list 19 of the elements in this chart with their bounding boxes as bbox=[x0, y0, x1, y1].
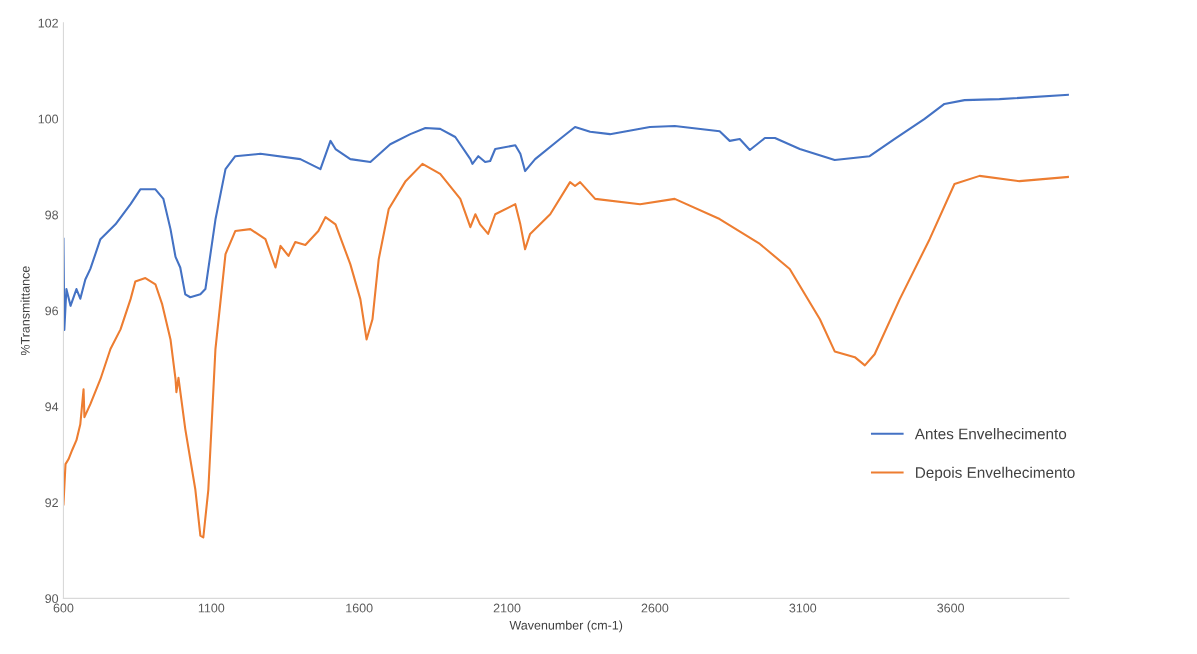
y-tick-label: 102 bbox=[38, 18, 58, 28]
x-tick-label: 1600 bbox=[346, 603, 373, 613]
y-tick-label: 98 bbox=[45, 210, 59, 220]
x-tick-label: 3600 bbox=[937, 603, 965, 613]
line-series bbox=[63, 93, 1069, 331]
x-tick-label: 600 bbox=[53, 603, 74, 613]
y-tick-label: 90 bbox=[45, 594, 59, 604]
y-tick-label: 94 bbox=[45, 402, 59, 412]
x-tick-label: 1100 bbox=[198, 603, 225, 613]
legend-label: Depois Envelhecimento bbox=[916, 466, 1075, 481]
x-tick-label: 3100 bbox=[789, 603, 817, 613]
x-axis-title: Wavenumber (cm-1) bbox=[509, 620, 623, 633]
x-tick-label: 2100 bbox=[493, 603, 521, 613]
x-tick-label: 2600 bbox=[641, 603, 669, 613]
legend-label: Antes Envelhecimento bbox=[914, 428, 1067, 440]
y-tick-label: 92 bbox=[45, 498, 58, 508]
y-axis-title: %Transmittance bbox=[20, 266, 30, 356]
y-tick-label: 96 bbox=[45, 306, 59, 316]
y-tick-label: 100 bbox=[38, 114, 59, 124]
